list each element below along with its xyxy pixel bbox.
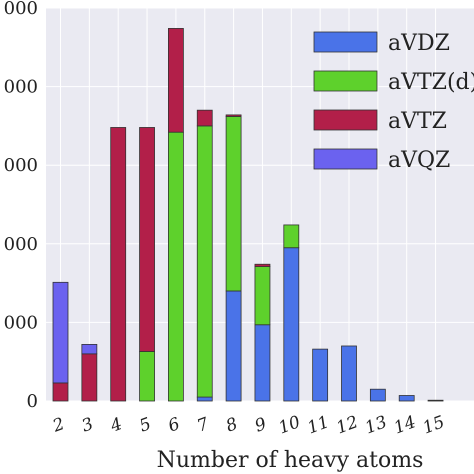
bar-aVTZ(d)-10 xyxy=(283,224,300,249)
x-tick-label: 14 xyxy=(391,412,418,438)
bar-aVTZ-2 xyxy=(52,382,69,402)
x-tick-label: 12 xyxy=(334,412,361,438)
bar-aVDZ-11 xyxy=(312,348,329,402)
bar-aVTZ(d)-5 xyxy=(139,351,155,402)
bar-aVQZ-2 xyxy=(52,281,69,384)
bar-aVTZ-9 xyxy=(254,263,271,267)
bar-aVTZ-7 xyxy=(196,109,213,127)
x-tick-label: 15 xyxy=(420,412,447,438)
x-tick-label: 13 xyxy=(363,412,390,438)
x-tick-label: 4 xyxy=(107,414,125,437)
legend-swatch-aVTZ xyxy=(313,109,378,131)
x-tick-label: 8 xyxy=(223,414,240,437)
bar-aVDZ-9 xyxy=(254,324,271,402)
legend-swatch-aVDZ xyxy=(313,31,378,53)
x-tick-label: 5 xyxy=(137,414,154,436)
y-tick-label: 000 xyxy=(4,77,38,98)
x-axis-label: Number of heavy atoms xyxy=(157,448,424,473)
bar-aVDZ-7 xyxy=(196,396,213,402)
legend-swatch-aVQZ xyxy=(313,148,378,170)
x-tick-label: 3 xyxy=(79,414,96,436)
bar-aVTZ(d)-6 xyxy=(167,131,184,402)
legend-label-aVQZ: aVQZ xyxy=(388,148,450,173)
bar-aVDZ-15 xyxy=(427,399,444,402)
bars xyxy=(52,28,444,402)
legend: aVDZ aVTZ(d) aVTZ aVQZ xyxy=(313,31,474,173)
x-tick-labels: 2 3 4 5 6 7 8 9 10 11 12 13 14 15 xyxy=(49,412,447,438)
bar-aVDZ-8 xyxy=(225,290,242,402)
bar-aVTZ(d)-9 xyxy=(254,266,271,326)
x-tick-label: 11 xyxy=(305,412,332,438)
x-tick-label: 6 xyxy=(166,414,183,437)
bar-aVDZ-10 xyxy=(283,247,300,402)
x-tick-label: 7 xyxy=(195,414,212,437)
y-tick-label: 000 xyxy=(4,0,38,19)
x-tick-label: 9 xyxy=(252,414,269,437)
legend-label-aVTZ(d): aVTZ(d) xyxy=(388,70,474,95)
bar-aVTZ-5 xyxy=(139,127,155,352)
bar-aVTZ-8 xyxy=(225,114,242,117)
legend-swatch-aVTZ(d) xyxy=(313,70,378,92)
legend-label-aVTZ: aVTZ xyxy=(388,109,447,134)
y-tick-label: 000 xyxy=(4,155,38,176)
bar-aVTZ(d)-8 xyxy=(225,116,242,292)
bar-aVDZ-13 xyxy=(369,388,386,402)
legend-label-aVDZ: aVDZ xyxy=(388,31,450,56)
y-tick-label: 000 xyxy=(4,234,38,255)
bar-aVTZ(d)-7 xyxy=(196,125,213,398)
bar-aVQZ-3 xyxy=(81,344,98,355)
y-tick-label: 000 xyxy=(4,312,38,333)
x-tick-label: 2 xyxy=(49,414,67,437)
bar-aVTZ-6 xyxy=(167,28,184,133)
y-tick-label: 0 xyxy=(27,391,38,412)
x-tick-label: 10 xyxy=(276,412,303,438)
bar-aVTZ-3 xyxy=(81,353,98,402)
bar-aVDZ-12 xyxy=(341,345,357,402)
bar-aVDZ-14 xyxy=(398,395,415,402)
bar-aVTZ-4 xyxy=(110,127,127,402)
